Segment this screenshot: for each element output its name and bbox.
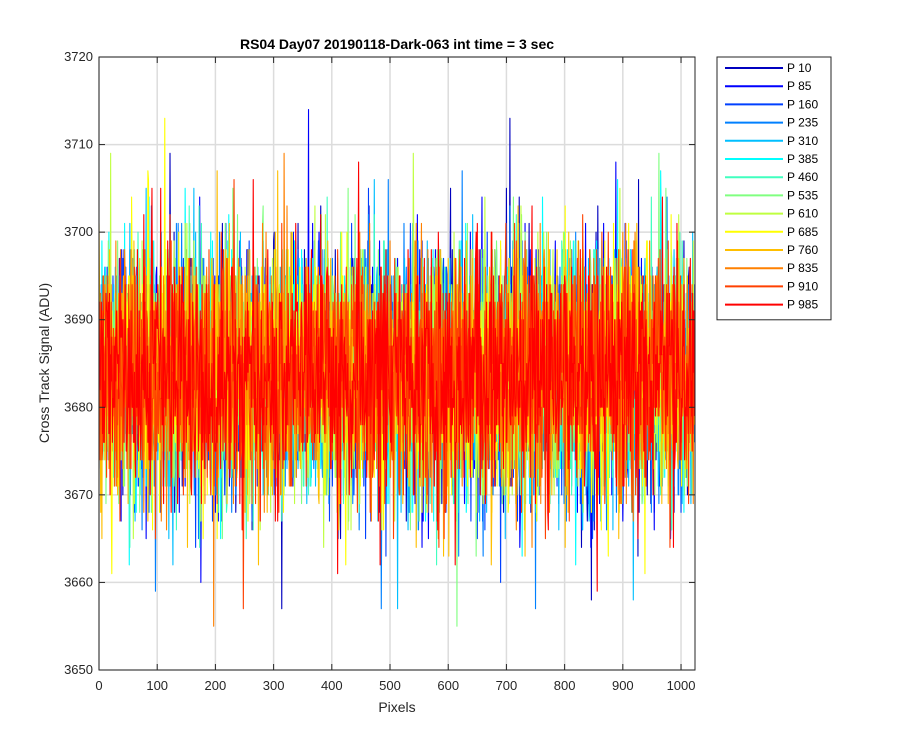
x-tick-label: 700 (496, 678, 518, 693)
x-tick-label: 500 (379, 678, 401, 693)
legend-box (716, 56, 832, 321)
y-tick-label: 3700 (64, 224, 93, 239)
y-tick-label: 3670 (64, 487, 93, 502)
legend-entry-label: P 985 (787, 298, 818, 312)
x-tick-label: 600 (437, 678, 459, 693)
y-tick-label: 3690 (64, 312, 93, 327)
legend-entry-label: P 235 (787, 116, 818, 130)
x-tick-label: 300 (263, 678, 285, 693)
legend-entry-label: P 835 (787, 261, 818, 275)
series-line-p910 (99, 179, 695, 610)
y-tick-label: 3660 (64, 574, 93, 589)
x-tick-label: 800 (554, 678, 576, 693)
x-tick-label: 0 (95, 678, 102, 693)
y-tick-label: 3680 (64, 399, 93, 414)
legend: P 10 P 85 P 160 P 235 P 310 P 385 P 460 P 535 P … (716, 56, 832, 321)
legend-entry-label: P 685 (787, 225, 818, 239)
legend-entry-label: P 535 (787, 188, 818, 202)
plot-frame (98, 56, 696, 671)
legend-entry-label: P 385 (787, 152, 818, 166)
x-tick-label: 100 (146, 678, 168, 693)
legend-entry-label: P 910 (787, 279, 818, 293)
legend-entry-label: P 10 (787, 61, 812, 75)
legend-entry-label: P 760 (787, 243, 818, 257)
y-tick-label: 3720 (64, 49, 93, 64)
x-tick-label: 1000 (667, 678, 696, 693)
legend-entry-label: P 610 (787, 207, 818, 221)
legend-entry-label: P 310 (787, 134, 818, 148)
series-layer (99, 108, 695, 627)
x-tick-label: 400 (321, 678, 343, 693)
legend-entry-label: P 85 (787, 79, 812, 93)
legend-entry-label: P 160 (787, 97, 818, 111)
y-tick-label: 3710 (64, 137, 93, 152)
y-tick-label: 3650 (64, 662, 93, 677)
axes: 0 100 200 300 400 500 600 700 800 900 1000 3650 3660… (64, 49, 695, 693)
x-axis-label: Pixels (378, 699, 415, 715)
series-line-p985 (99, 161, 695, 592)
chart-title: RS04 Day07 20190118-Dark-063 int time = … (240, 36, 554, 52)
x-tick-label: 200 (205, 678, 227, 693)
legend-entry-label: P 460 (787, 170, 818, 184)
x-tick-label: 900 (612, 678, 634, 693)
y-axis-label: Cross Track Signal (ADU) (36, 283, 52, 443)
